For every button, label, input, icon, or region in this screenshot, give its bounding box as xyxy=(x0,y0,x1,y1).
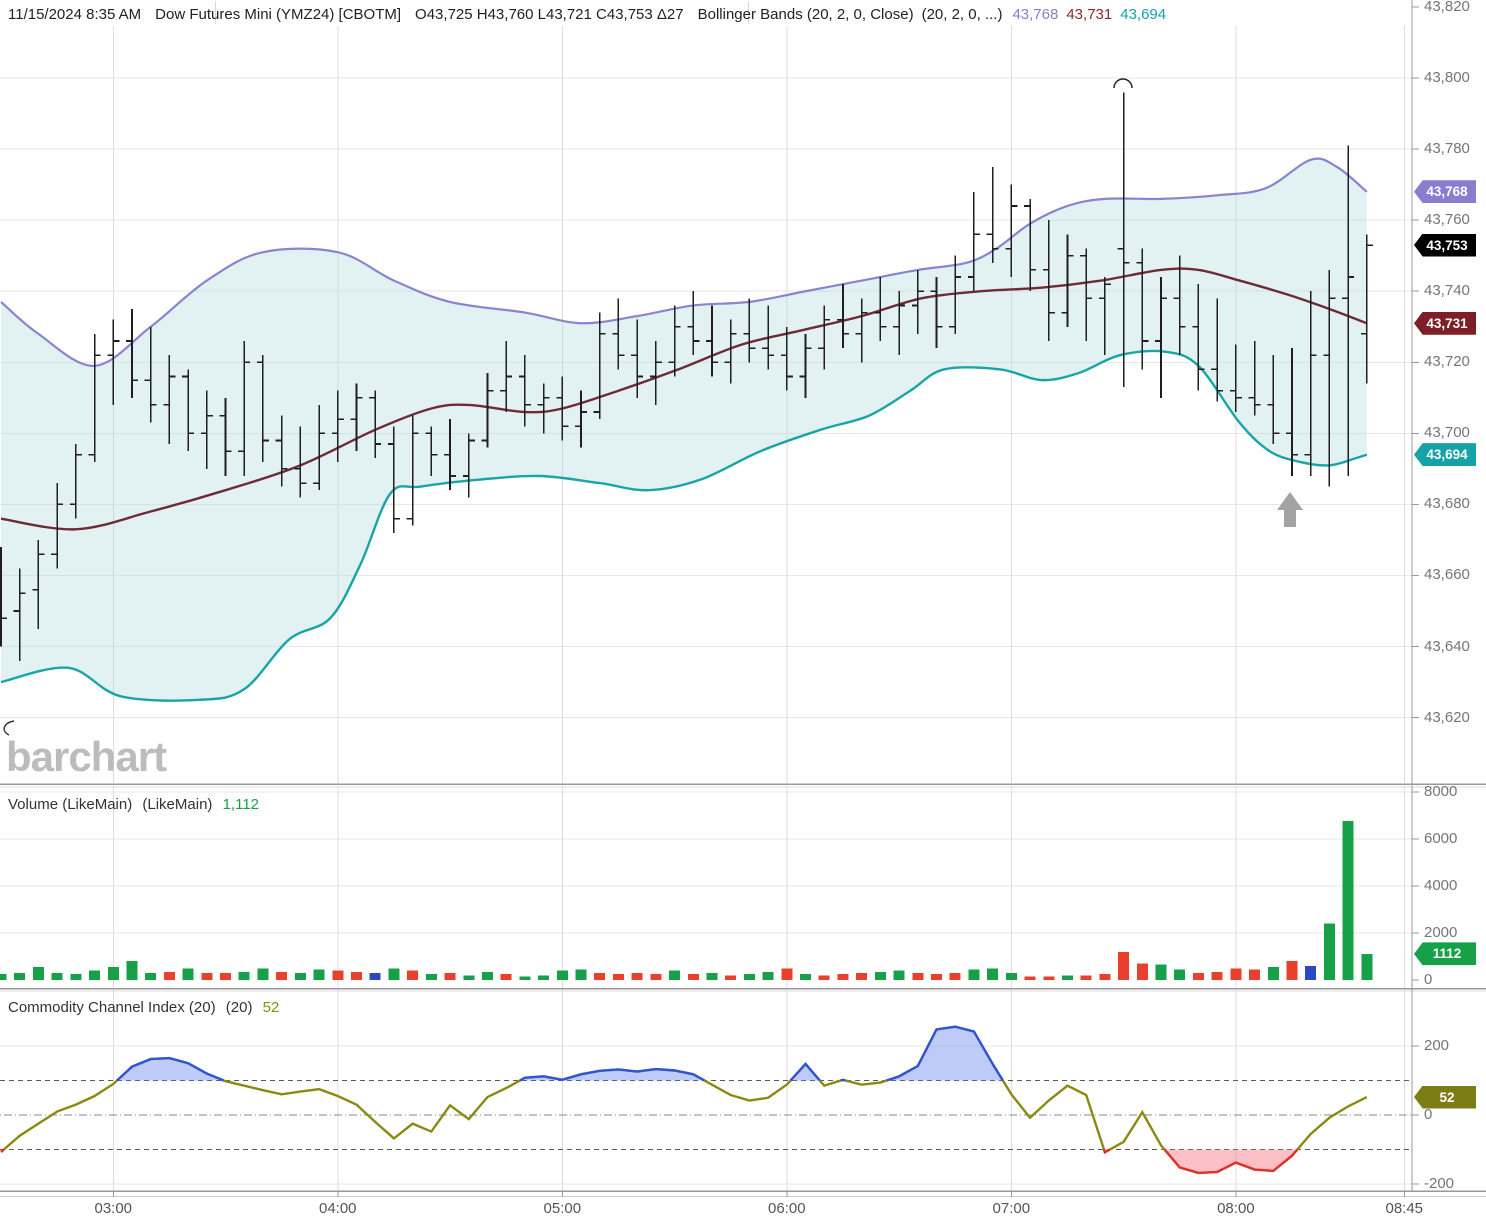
chart-header: 11/15/2024 8:35 AM Dow Futures Mini (YMZ… xyxy=(8,3,1166,25)
cci-panel-params[interactable]: (20) xyxy=(225,999,253,1016)
x-axis-label: 06:00 xyxy=(768,1200,806,1217)
cci-axis-label: 200 xyxy=(1424,1037,1450,1054)
price-axis-label: 43,660 xyxy=(1424,566,1470,584)
arc-annotation-left xyxy=(3,720,15,736)
header-bb-middle-value: 43,731 xyxy=(1066,5,1113,23)
cci-line xyxy=(0,1025,1368,1175)
bb-middle-line xyxy=(0,267,1368,531)
header-separator xyxy=(748,2,749,24)
cci-axis-label: 0 xyxy=(1424,1106,1433,1123)
price-axis-label: 43,800 xyxy=(1424,69,1470,87)
x-axis-label: 03:00 xyxy=(94,1200,133,1217)
volume-badge: 1112 xyxy=(1414,942,1476,966)
header-study-params[interactable]: (20, 2, 0, ...) xyxy=(921,5,1003,23)
price-axis-label: 43,720 xyxy=(1424,353,1470,371)
x-axis-label: 05:00 xyxy=(543,1200,582,1217)
x-axis-label: 07:00 xyxy=(992,1200,1031,1217)
header-datetime: 11/15/2024 8:35 AM xyxy=(8,5,142,23)
bb-fill xyxy=(1,158,1367,701)
price-bars xyxy=(0,92,1373,661)
bb-upper-line xyxy=(0,157,1368,367)
volume-axis-label: 4000 xyxy=(1424,877,1458,894)
header-study-label[interactable]: Bollinger Bands (20, 2, 0, Close) xyxy=(697,5,914,23)
last-price-badge: 43,753 xyxy=(1414,233,1476,257)
header-separator xyxy=(215,2,216,24)
bb-lower-badge: 43,694 xyxy=(1414,443,1476,467)
price-axis-label: 43,620 xyxy=(1424,708,1470,726)
volume-axis-label: 2000 xyxy=(1424,924,1458,941)
up-arrow-icon xyxy=(1277,492,1303,510)
cci-panel-header: Commodity Channel Index (20) (20) 52 xyxy=(8,999,285,1016)
volume-bars xyxy=(0,821,1373,980)
barchart-logo: barchart xyxy=(6,733,167,780)
volume-panel-title[interactable]: Volume (LikeMain) xyxy=(8,796,133,813)
x-axis-label: 08:45 xyxy=(1385,1200,1424,1217)
volume-axis-label: 8000 xyxy=(1424,783,1458,800)
cci-badge: 52 xyxy=(1414,1085,1476,1109)
price-axis-label: 43,640 xyxy=(1424,637,1470,655)
gridlines xyxy=(0,26,1412,1191)
cci-reference-lines xyxy=(0,1080,1412,1150)
price-axis-label: 43,740 xyxy=(1424,282,1470,300)
annotations xyxy=(3,78,1303,736)
volume-axis-label: 6000 xyxy=(1424,830,1458,847)
header-ohlc-values: O43,725 H43,760 L43,721 C43,753 Δ27 xyxy=(415,5,684,23)
price-axis-label: 43,760 xyxy=(1424,211,1470,229)
arc-annotation xyxy=(1113,78,1133,89)
bb-lower-line xyxy=(0,349,1368,702)
price-axis-label: 43,820 xyxy=(1424,0,1470,15)
price-axis-label: 43,680 xyxy=(1424,495,1470,513)
x-axis-label: 04:00 xyxy=(318,1200,357,1217)
header-symbol: Dow Futures Mini (YMZ24) [CBOTM] xyxy=(155,5,402,23)
volume-panel-header: Volume (LikeMain) (LikeMain) 1,112 xyxy=(8,796,265,813)
volume-axis-label: 0 xyxy=(1424,971,1433,988)
cci-panel-title[interactable]: Commodity Channel Index (20) xyxy=(8,999,216,1016)
bb-middle-badge: 43,731 xyxy=(1414,311,1476,335)
panel-separators xyxy=(0,0,1486,1197)
price-axis-label: 43,700 xyxy=(1424,424,1470,442)
bb-upper-badge: 43,768 xyxy=(1414,180,1476,204)
cci-plot xyxy=(0,1025,1368,1175)
header-bb-upper-value: 43,768 xyxy=(1012,5,1059,23)
header-bb-lower-value: 43,694 xyxy=(1120,5,1167,23)
cci-panel-value: 52 xyxy=(262,999,280,1016)
volume-panel-params[interactable]: (LikeMain) xyxy=(142,796,213,813)
bollinger-bands xyxy=(0,157,1368,702)
price-axis-label: 43,780 xyxy=(1424,140,1470,158)
cci-axis-label: -200 xyxy=(1424,1175,1455,1192)
x-axis-label: 08:00 xyxy=(1217,1200,1255,1217)
volume-panel-value: 1,112 xyxy=(222,796,260,813)
